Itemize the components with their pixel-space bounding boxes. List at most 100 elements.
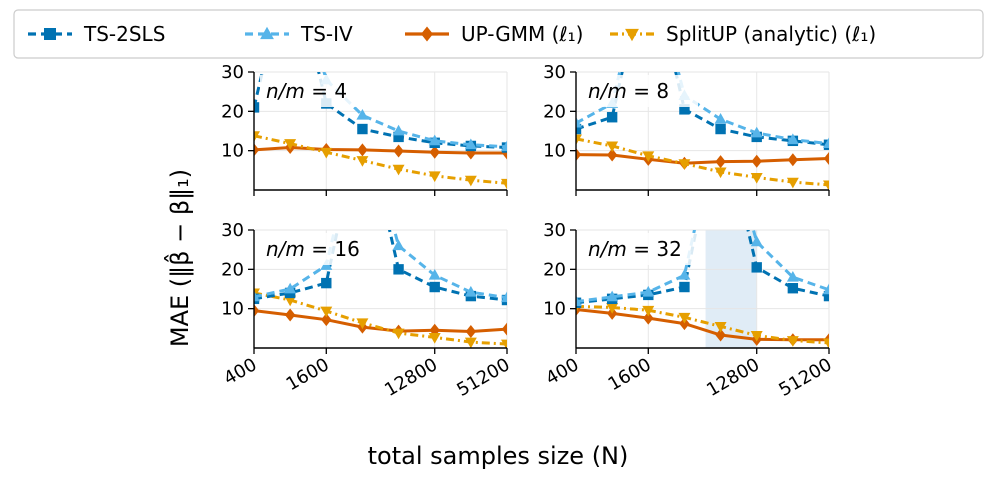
x-tick-label: 12800	[703, 354, 763, 401]
data-point-up-gmm	[321, 313, 332, 327]
legend-item-up-gmm: UP-GMM (ℓ₁)	[405, 22, 583, 46]
data-point-splitup-analytic	[356, 156, 369, 167]
data-point-splitup-analytic	[823, 180, 829, 190]
data-point-ts-iv	[576, 295, 582, 307]
data-point-splitup-analytic	[606, 141, 619, 153]
data-point-up-gmm	[823, 152, 829, 166]
legend-item-splitup-analytic: SplitUP (analytic) (ℓ₁)	[610, 22, 876, 46]
panel-2: 10 20 30 n/m = 8	[543, 62, 830, 196]
data-point-splitup-analytic	[714, 167, 727, 179]
data-point-splitup-analytic	[320, 147, 333, 159]
data-point-splitup-analytic	[576, 134, 582, 146]
data-point-ts-2sls	[393, 264, 404, 275]
panel-label: n/m = 4	[266, 79, 347, 103]
data-point-ts-2sls	[321, 277, 332, 289]
y-tick-label: 30	[221, 220, 244, 241]
legend-frame	[13, 9, 984, 59]
y-tick-label: 30	[543, 62, 566, 83]
data-point-up-gmm	[254, 143, 260, 157]
data-point-up-gmm	[679, 317, 690, 331]
data-point-splitup-analytic	[678, 312, 691, 324]
data-point-ts-2sls	[357, 123, 368, 135]
data-point-up-gmm	[429, 145, 440, 159]
series-line-ts-iv	[576, 230, 829, 304]
x-tick-label: 400	[220, 354, 260, 389]
x-tick-label: 400	[542, 354, 582, 389]
series-line-up-gmm	[254, 146, 507, 155]
data-point-ts-iv	[750, 235, 763, 247]
data-point-splitup-analytic	[428, 171, 441, 183]
data-point-splitup-analytic	[356, 318, 369, 330]
data-point-splitup-analytic	[786, 177, 799, 189]
data-point-ts-iv	[786, 270, 799, 282]
data-point-splitup-analytic	[320, 306, 333, 318]
legend-item-ts-2sls: TS-2SLS	[28, 22, 165, 46]
series-line-splitup-analytic	[254, 134, 507, 185]
legend-label-up-gmm: UP-GMM (ℓ₁)	[461, 22, 583, 46]
panel-label-bg	[260, 75, 376, 107]
panel-label: n/m = 8	[588, 79, 669, 103]
legend-marker-up-gmm	[421, 26, 433, 42]
data-point-ts-iv	[606, 290, 619, 302]
legend-marker-ts-2sls	[44, 28, 56, 40]
data-point-ts-iv	[428, 134, 441, 146]
x-tick-label: 12800	[381, 354, 441, 401]
data-point-ts-iv	[248, 58, 260, 69]
data-point-splitup-analytic	[786, 336, 799, 347]
x-tick-label: 51200	[775, 354, 835, 401]
data-point-up-gmm	[254, 304, 260, 318]
data-point-ts-2sls	[787, 283, 799, 294]
y-tick-label: 20	[543, 101, 566, 122]
data-point-splitup-analytic	[392, 164, 405, 176]
panel-label-bg	[582, 233, 698, 265]
y-tick-label: 20	[221, 101, 244, 122]
data-point-ts-iv	[714, 112, 727, 124]
x-tick-label: 1600	[605, 354, 655, 395]
panel-label-bg	[260, 233, 376, 265]
data-point-splitup-analytic	[678, 159, 691, 170]
legend: TS-2SLS TS-IV UP-GMM (ℓ₁) SplitUP (analytic…	[13, 9, 984, 59]
legend-item-ts-iv: TS-IV	[245, 22, 353, 46]
panel-3: 10 20 30 400 1600 12800 51200 n/m = 16	[220, 220, 513, 401]
data-point-splitup-analytic	[642, 305, 655, 317]
series-line-splitup-analytic	[576, 137, 829, 187]
data-point-ts-iv	[823, 137, 829, 149]
data-point-ts-iv	[786, 133, 799, 145]
data-point-up-gmm	[787, 153, 799, 167]
series-line-up-gmm	[576, 307, 829, 342]
data-point-up-gmm	[715, 155, 726, 169]
panel-label: n/m = 32	[588, 237, 682, 261]
panel-4: 10 20 30 400 1600 12800 51200 n/m = 32	[542, 220, 835, 401]
series-line-splitup-analytic	[576, 304, 829, 345]
data-point-splitup-analytic	[284, 295, 297, 307]
data-point-ts-iv	[392, 124, 405, 136]
y-axis-title: MAE (‖β̂ − β‖₁)	[164, 169, 194, 347]
legend-label-ts-2sls: TS-2SLS	[83, 22, 165, 46]
series-line-ts-iv	[254, 230, 507, 300]
x-tick-label: 51200	[453, 354, 513, 401]
data-point-ts-2sls	[429, 281, 440, 293]
data-point-splitup-analytic	[392, 328, 405, 340]
data-point-ts-iv	[284, 282, 297, 294]
data-point-ts-iv	[750, 126, 763, 138]
y-tick-label: 10	[221, 141, 244, 162]
data-point-up-gmm	[606, 148, 618, 162]
legend-label-splitup-analytic: SplitUP (analytic) (ℓ₁)	[666, 22, 876, 46]
data-point-splitup-analytic	[464, 337, 477, 348]
data-point-ts-2sls	[576, 123, 582, 135]
legend-label-ts-iv: TS-IV	[300, 22, 353, 46]
data-point-ts-iv	[254, 290, 260, 302]
data-point-ts-iv	[464, 138, 477, 150]
data-point-ts-iv	[823, 283, 829, 295]
data-point-up-gmm	[715, 328, 726, 342]
data-point-splitup-analytic	[714, 321, 727, 333]
y-tick-label: 10	[543, 141, 566, 162]
data-point-up-gmm	[357, 143, 368, 157]
data-point-ts-iv	[392, 239, 405, 251]
data-point-ts-iv	[428, 268, 441, 280]
data-point-up-gmm	[643, 311, 654, 325]
panel-series-group	[576, 230, 829, 348]
data-point-up-gmm	[393, 144, 404, 158]
